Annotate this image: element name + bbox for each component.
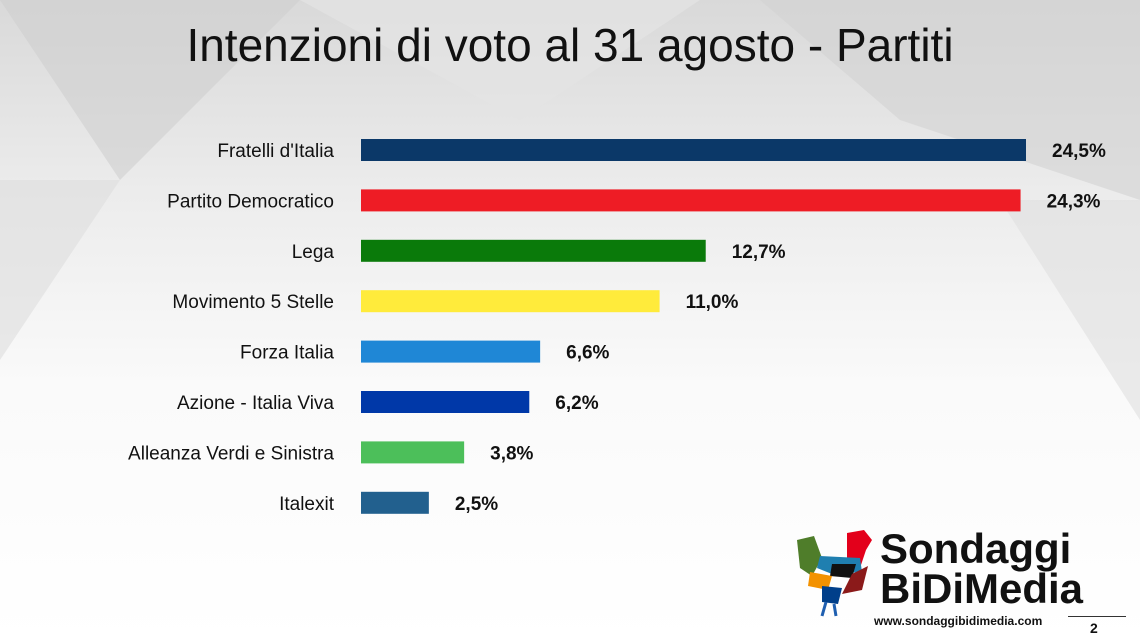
data-label: 6,2%: [555, 393, 598, 414]
data-label: 6,6%: [566, 343, 609, 364]
bar: [361, 491, 429, 514]
category-label: Partito Democratico: [167, 191, 334, 212]
category-label: Fratelli d'Italia: [217, 141, 334, 162]
bar: [361, 290, 660, 313]
logo-text-sondaggi: Sondaggi: [880, 525, 1072, 572]
category-label: Azione - Italia Viva: [177, 393, 334, 414]
category-label: Lega: [292, 242, 335, 263]
logo-text-bidimedia: BiDiMedia: [880, 565, 1084, 612]
bar: [361, 139, 1026, 161]
category-label: Italexit: [279, 494, 335, 515]
category-label: Movimento 5 Stelle: [172, 292, 334, 313]
bar: [361, 239, 706, 262]
data-label: 11,0%: [686, 292, 739, 313]
chart-title: Intenzioni di voto al 31 agosto - Partit…: [186, 19, 954, 71]
data-label: 24,3%: [1047, 191, 1101, 212]
sondaggi-bidimedia-logo: Sondaggi BiDiMedia www.sondaggibidimedia…: [792, 528, 1132, 638]
bar: [361, 441, 465, 464]
website-url: www.sondaggibidimedia.com: [874, 614, 1043, 628]
data-label: 2,5%: [455, 494, 498, 515]
rooster-icon: [797, 530, 872, 617]
category-label: Forza Italia: [240, 343, 334, 364]
data-label: 3,8%: [490, 443, 533, 464]
bar: [361, 340, 541, 363]
bar: [361, 189, 1021, 212]
bar: [361, 391, 530, 413]
data-label: 12,7%: [732, 242, 786, 263]
page-number-divider: [1068, 616, 1126, 617]
page-number: 2: [1090, 620, 1098, 636]
category-label: Alleanza Verdi e Sinistra: [128, 443, 334, 464]
data-label: 24,5%: [1052, 141, 1106, 162]
